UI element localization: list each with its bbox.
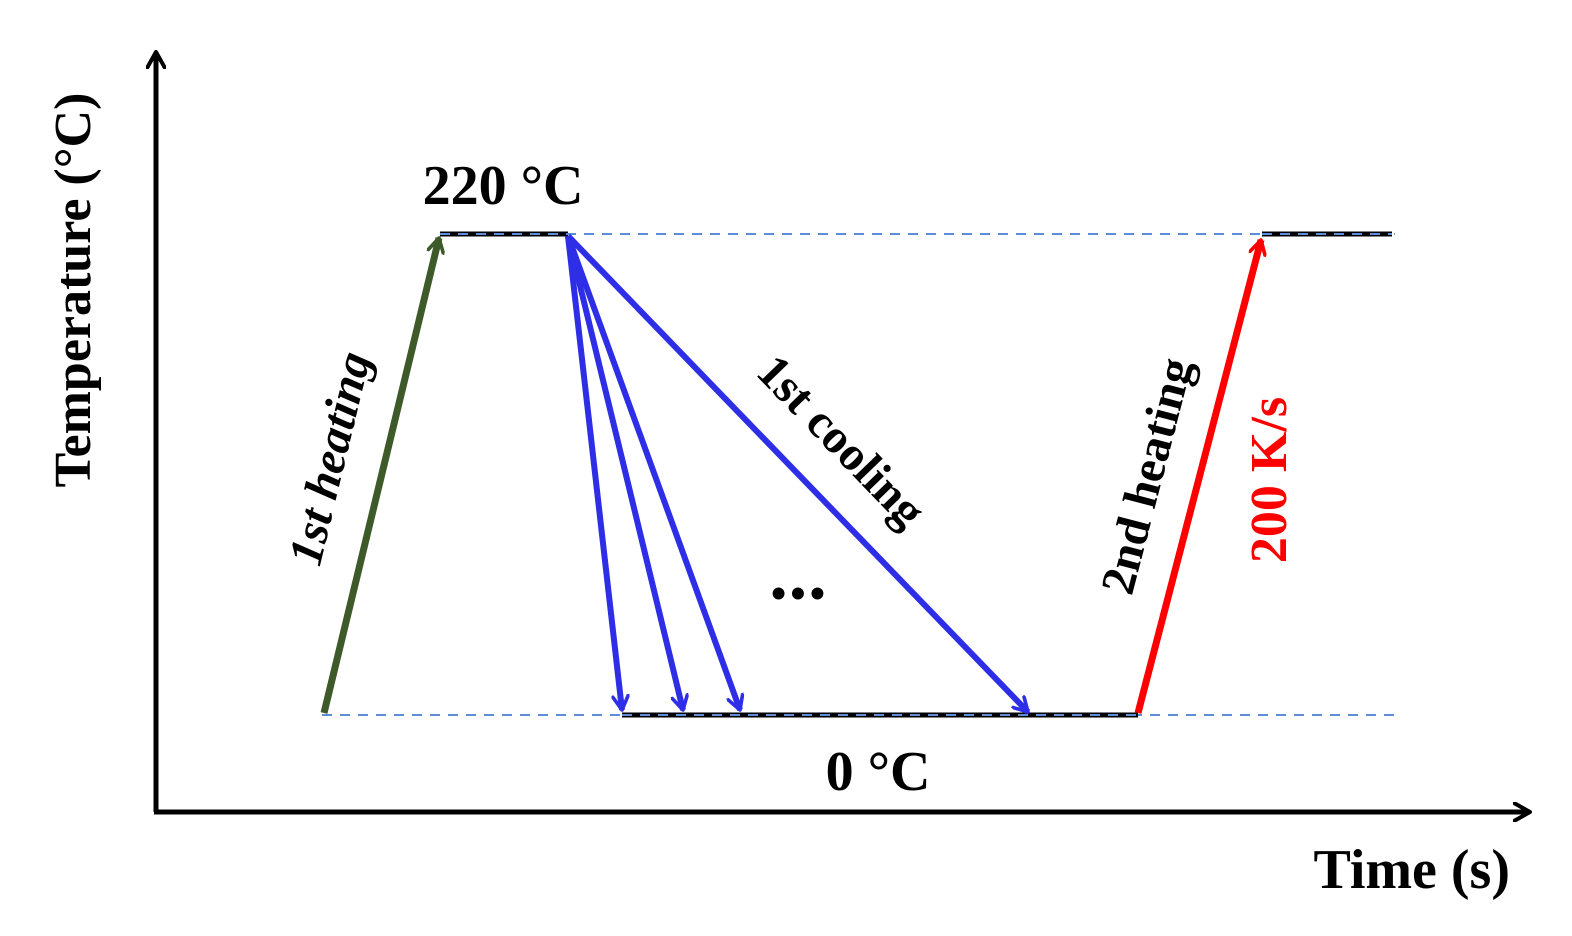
second-heating-arrow	[1134, 240, 1261, 714]
rate-label: 200 K/s	[1241, 397, 1298, 563]
first-cooling-label: 1st cooling	[747, 345, 936, 538]
y-axis-label: Temperature (°C)	[45, 93, 102, 488]
second-heating-label: 2nd heating	[1091, 353, 1203, 600]
first-heating-arrow	[320, 238, 439, 714]
ellipsis-marker: •••	[771, 569, 829, 618]
cooling-arrow-2	[565, 235, 683, 710]
x-axis-label: Time (s)	[1314, 839, 1511, 901]
low-level-label: 0 °C	[826, 741, 931, 803]
high-level-label: 220 °C	[423, 155, 584, 217]
cooling-arrow-3	[565, 234, 740, 710]
cooling-arrow-1	[565, 235, 622, 710]
cooling-arrow-4	[565, 233, 1031, 715]
